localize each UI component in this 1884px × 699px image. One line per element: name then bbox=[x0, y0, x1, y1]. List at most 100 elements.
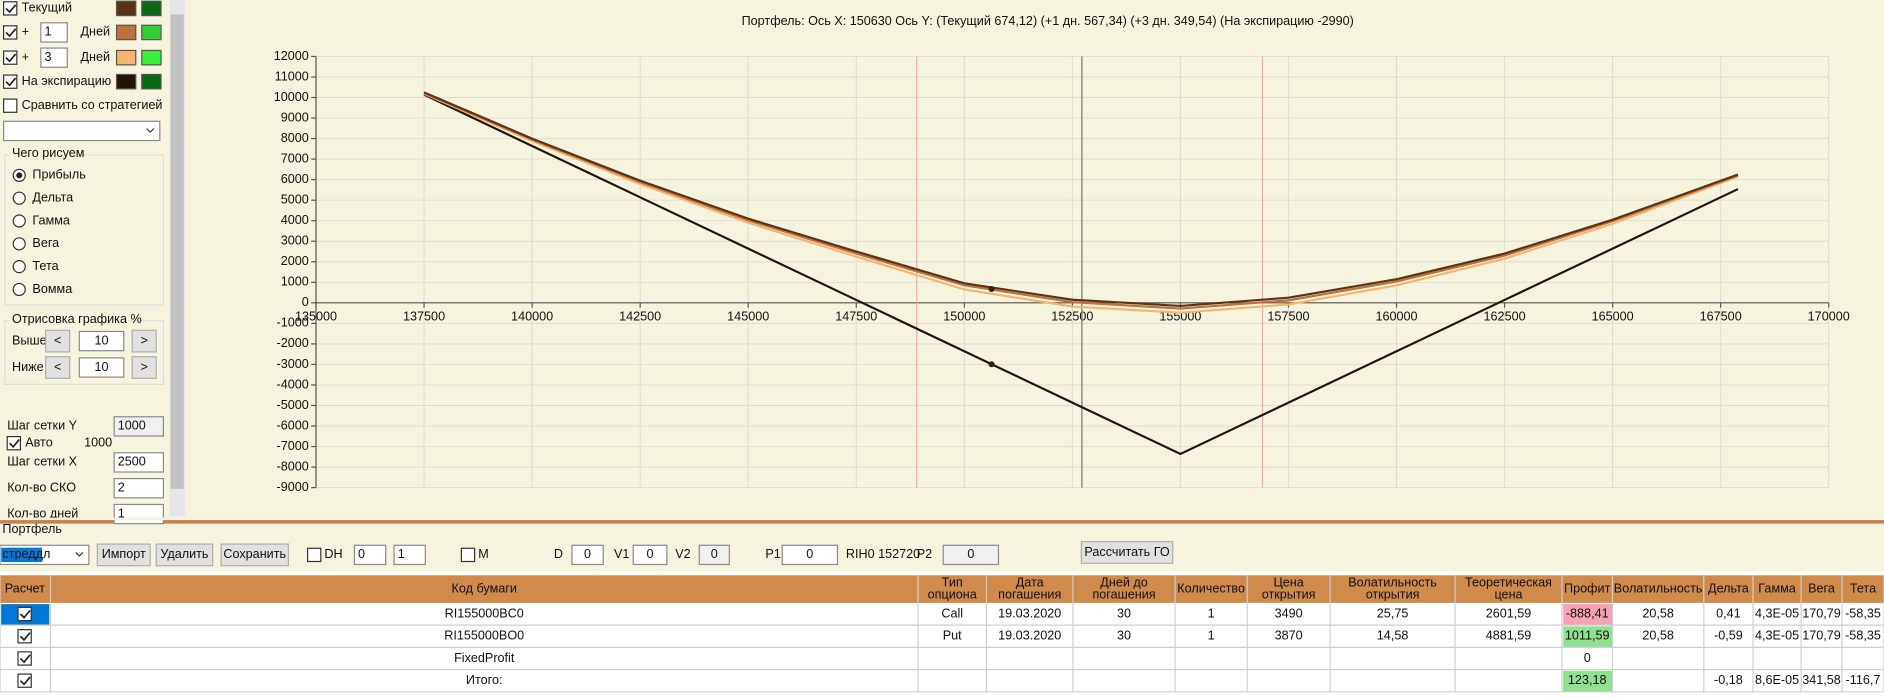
button[interactable] bbox=[1080, 541, 1174, 564]
cell: 4,3E-05 bbox=[1755, 629, 1799, 643]
input-value: 1 bbox=[118, 506, 125, 520]
x-tick-label: 152500 bbox=[1051, 310, 1093, 324]
x-tick-label: 165000 bbox=[1592, 310, 1634, 324]
button[interactable] bbox=[131, 356, 157, 379]
checkbox[interactable] bbox=[3, 50, 18, 65]
x-tick-label: 147500 bbox=[835, 310, 877, 324]
text-input[interactable] bbox=[113, 452, 165, 473]
checkbox[interactable] bbox=[17, 606, 32, 622]
scrollbar-thumb[interactable] bbox=[170, 14, 184, 489]
text-input[interactable] bbox=[40, 47, 68, 68]
label: P2 bbox=[917, 547, 932, 561]
column-header: Вега bbox=[1808, 581, 1836, 595]
column-header: Цена bbox=[1273, 575, 1304, 589]
label: V2 bbox=[675, 547, 690, 561]
column-header: Расчет bbox=[5, 581, 45, 595]
checkbox[interactable] bbox=[460, 547, 476, 563]
text-input[interactable] bbox=[698, 544, 730, 566]
radio[interactable] bbox=[12, 260, 26, 274]
checkbox[interactable] bbox=[306, 547, 322, 563]
button[interactable] bbox=[96, 543, 151, 567]
label: 1000 bbox=[84, 436, 112, 450]
y-tick-label: 12000 bbox=[274, 49, 309, 63]
checkbox[interactable] bbox=[17, 629, 32, 644]
cell: 4881,59 bbox=[1486, 629, 1532, 643]
y-tick-label: 5000 bbox=[281, 193, 309, 207]
button[interactable] bbox=[131, 329, 157, 353]
checkbox[interactable] bbox=[17, 651, 32, 666]
label: V1 bbox=[614, 547, 629, 561]
text-input[interactable] bbox=[571, 544, 604, 566]
checkbox[interactable] bbox=[6, 435, 22, 451]
input-value: 0 bbox=[806, 547, 813, 561]
check-mark bbox=[5, 4, 17, 14]
cell: -0,18 bbox=[1714, 673, 1743, 687]
input-value: 10 bbox=[95, 333, 109, 347]
y-tick-label: -9000 bbox=[277, 480, 309, 494]
label: Авто bbox=[25, 436, 52, 450]
button[interactable] bbox=[45, 329, 71, 353]
text-input[interactable] bbox=[942, 544, 1000, 566]
y-tick-label: 9000 bbox=[281, 110, 309, 124]
panel-clip bbox=[0, 517, 170, 521]
radio-label: Вомма bbox=[32, 282, 73, 296]
checkbox[interactable] bbox=[3, 1, 18, 16]
checkbox[interactable] bbox=[17, 673, 32, 688]
legend-entry: На экспирацию bbox=[22, 74, 112, 88]
cursor-point bbox=[988, 361, 995, 368]
radio[interactable] bbox=[12, 282, 26, 297]
text-input[interactable] bbox=[353, 544, 387, 566]
column-header: Количество bbox=[1177, 581, 1245, 595]
button[interactable] bbox=[220, 543, 289, 567]
x-tick-label: 137500 bbox=[403, 310, 445, 324]
text-input[interactable] bbox=[40, 22, 68, 43]
cell: RI155000BO0 bbox=[444, 629, 524, 643]
splitter[interactable] bbox=[0, 520, 1884, 524]
column-header: Волатильность bbox=[1614, 581, 1703, 595]
input-value: 2500 bbox=[118, 455, 146, 469]
radio-label: Дельта bbox=[32, 190, 74, 204]
alt-swatch bbox=[141, 24, 162, 41]
cell: 20,58 bbox=[1642, 629, 1674, 643]
combobox[interactable] bbox=[3, 120, 161, 142]
label: Выше bbox=[12, 333, 47, 347]
text-input[interactable] bbox=[78, 357, 125, 378]
radio[interactable] bbox=[12, 214, 26, 228]
checkbox[interactable] bbox=[3, 74, 18, 89]
text-input[interactable] bbox=[393, 544, 426, 566]
label: + bbox=[22, 25, 29, 39]
y-tick-label: 1000 bbox=[281, 275, 309, 289]
button[interactable] bbox=[155, 543, 214, 567]
text-input[interactable] bbox=[113, 478, 165, 499]
y-tick-label: -2000 bbox=[277, 336, 309, 350]
group-box bbox=[4, 154, 165, 306]
table-header bbox=[0, 575, 1884, 603]
text-input[interactable] bbox=[632, 544, 668, 566]
combo-arrow bbox=[146, 128, 155, 133]
group-title-bg bbox=[9, 313, 128, 326]
legend-entry: Текущий bbox=[22, 1, 72, 15]
cell: Put bbox=[943, 629, 962, 643]
button[interactable] bbox=[45, 356, 71, 379]
radio[interactable] bbox=[12, 191, 26, 205]
radio[interactable] bbox=[12, 237, 26, 251]
text-input[interactable] bbox=[781, 544, 839, 566]
check-mark bbox=[5, 77, 17, 87]
column-header: погашения bbox=[998, 587, 1061, 601]
y-tick-label: -3000 bbox=[277, 357, 309, 371]
column-header: Тип bbox=[942, 575, 963, 589]
text-input[interactable] bbox=[113, 416, 165, 437]
text-input[interactable] bbox=[78, 330, 125, 352]
y-tick-label: 10000 bbox=[274, 90, 309, 104]
column-header: Волатильность bbox=[1348, 575, 1437, 589]
checkbox[interactable] bbox=[3, 98, 18, 113]
radio-label: Тета bbox=[32, 259, 59, 273]
checkbox[interactable] bbox=[3, 25, 18, 40]
cell: 170,79 bbox=[1802, 629, 1841, 643]
label: DH bbox=[324, 547, 342, 561]
cell: 25,75 bbox=[1377, 606, 1409, 620]
y-tick-label: -8000 bbox=[277, 459, 309, 473]
button-label: Сохранить bbox=[223, 547, 286, 561]
cell: Итого: bbox=[466, 673, 503, 687]
